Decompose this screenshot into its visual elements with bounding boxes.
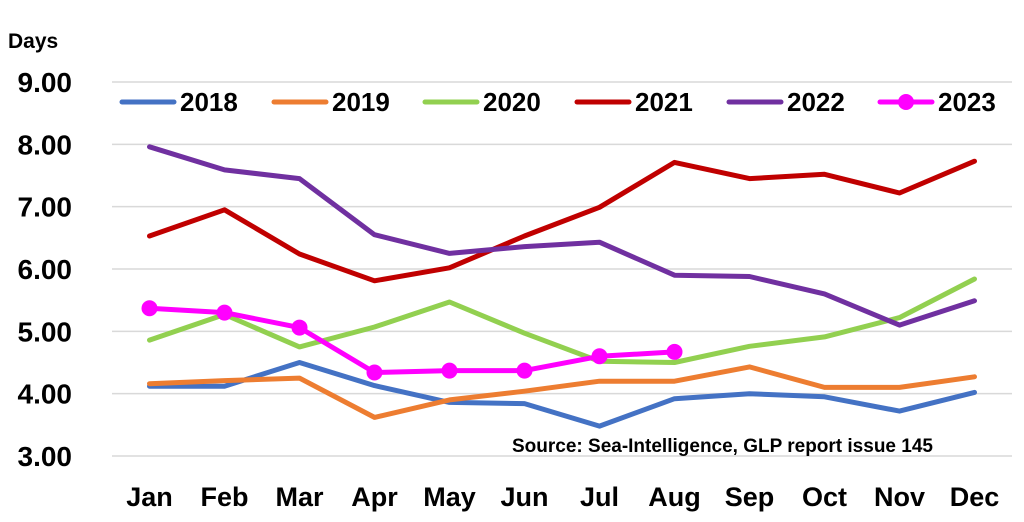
legend-label: 2021 <box>635 87 693 117</box>
series-line <box>147 360 977 429</box>
legend-item: 2018 <box>119 87 238 117</box>
series-2019 <box>147 364 977 420</box>
data-point <box>666 343 683 360</box>
data-point <box>291 319 308 336</box>
legend-item: 2022 <box>726 87 845 117</box>
x-tick-label: Oct <box>802 482 847 512</box>
x-tick-label: Feb <box>200 482 248 512</box>
y-tick-label: 6.00 <box>18 254 73 285</box>
legend-item: 2020 <box>422 87 541 117</box>
y-tick-label: 4.00 <box>18 379 73 410</box>
legend: 2018 2019 2020 2021 2022 2023 <box>119 87 996 117</box>
series-2021 <box>147 158 977 284</box>
legend-label: 2020 <box>483 87 541 117</box>
data-point <box>366 364 383 381</box>
y-tick-label: 7.00 <box>18 192 73 223</box>
y-tick-label: 9.00 <box>18 67 73 98</box>
source-annotation: Source: Sea-Intelligence, GLP report iss… <box>512 436 933 457</box>
series-2022 <box>147 144 977 328</box>
series-line <box>147 276 977 365</box>
x-tick-label: May <box>423 482 476 512</box>
legend-marker <box>898 94 914 110</box>
data-point <box>216 304 233 321</box>
y-tick-label: 8.00 <box>18 129 73 160</box>
y-axis-label: Days <box>8 30 58 53</box>
y-axis-ticks: 3.00 4.00 5.00 6.00 7.00 8.00 9.00 <box>18 67 73 472</box>
series-2018 <box>147 360 977 429</box>
x-tick-label: Jun <box>500 482 548 512</box>
series-line <box>147 144 977 328</box>
data-point <box>441 362 458 379</box>
x-tick-label: Apr <box>351 482 398 512</box>
series-line <box>147 305 677 375</box>
data-point <box>591 348 608 365</box>
x-tick-label: Nov <box>874 482 925 512</box>
data-point <box>516 362 533 379</box>
legend-label: 2023 <box>938 87 996 117</box>
series-2020 <box>147 276 977 365</box>
series-line <box>147 158 977 284</box>
legend-label: 2022 <box>787 87 845 117</box>
x-tick-label: Jul <box>580 482 619 512</box>
x-tick-label: Mar <box>275 482 324 512</box>
series-2023 <box>141 300 683 381</box>
x-tick-label: Sep <box>725 482 775 512</box>
legend-item: 2023 <box>877 87 996 117</box>
legend-label: 2019 <box>332 87 390 117</box>
x-tick-label: Aug <box>648 482 700 512</box>
gridlines <box>112 81 1012 457</box>
y-tick-label: 5.00 <box>18 316 73 347</box>
x-tick-label: Dec <box>950 482 1000 512</box>
series-lines <box>141 144 977 429</box>
x-tick-label: Jan <box>126 482 173 512</box>
legend-item: 2019 <box>271 87 390 117</box>
y-tick-label: 3.00 <box>18 441 73 472</box>
series-line <box>147 364 977 420</box>
legend-label: 2018 <box>180 87 238 117</box>
legend-item: 2021 <box>574 87 693 117</box>
data-point <box>141 300 158 317</box>
x-axis-ticks: Jan Feb Mar Apr May Jun Jul Aug Sep Oct Nov Dec <box>126 482 999 512</box>
